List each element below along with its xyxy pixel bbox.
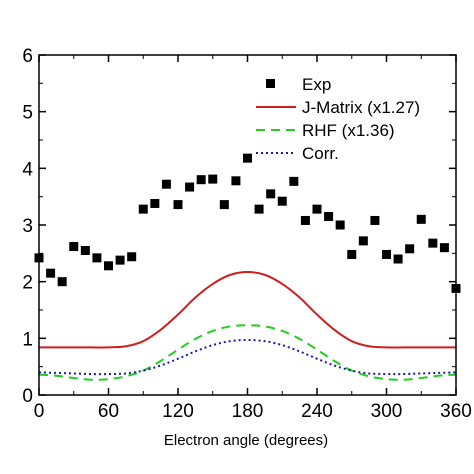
x-tick-label: 0 — [34, 401, 45, 422]
data-point — [300, 215, 310, 225]
x-tick-label: 300 — [371, 401, 403, 422]
data-point — [335, 220, 345, 230]
legend-item: RHF (x1.36) — [256, 121, 395, 140]
legend-label: Exp — [302, 75, 331, 94]
series-line — [39, 271, 456, 349]
legend-marker — [266, 79, 275, 88]
legend: Exp J-Matrix (x1.27) RHF (x1.36) Corr. — [256, 75, 420, 163]
series-line — [38, 324, 457, 381]
data-point — [277, 196, 287, 206]
legend-item: J-Matrix (x1.27) — [256, 98, 420, 117]
series-line — [38, 339, 457, 376]
y-tick-label: 6 — [22, 46, 33, 67]
data-point — [312, 204, 322, 214]
data-point — [80, 246, 90, 255]
data-point — [208, 174, 218, 184]
x-tick-label: 60 — [98, 401, 119, 422]
y-tick-label: 2 — [22, 273, 33, 294]
data-point — [69, 242, 79, 252]
series-3 — [38, 339, 457, 376]
data-point — [219, 200, 229, 210]
data-point — [161, 179, 171, 189]
series-0 — [34, 153, 461, 293]
data-point — [92, 253, 102, 263]
y-tick-label: 4 — [22, 159, 33, 180]
data-point — [370, 215, 380, 225]
data-point — [185, 182, 195, 192]
data-point — [266, 189, 276, 199]
y-tick-label: 0 — [22, 386, 33, 407]
data-point — [115, 255, 125, 265]
x-tick-label: 360 — [440, 401, 472, 422]
data-point — [173, 200, 183, 210]
legend-item: Corr. — [256, 144, 339, 163]
legend-label: Corr. — [302, 144, 339, 163]
y-tick-label: 1 — [22, 329, 33, 350]
data-point — [57, 277, 67, 287]
data-point — [231, 176, 241, 186]
data-point — [358, 236, 368, 246]
data-point — [324, 212, 334, 221]
y-tick-label: 5 — [22, 103, 33, 124]
data-point — [254, 204, 264, 214]
x-tick-label: 120 — [162, 401, 194, 422]
data-point — [127, 252, 137, 262]
data-point — [393, 254, 403, 264]
data-point — [347, 249, 357, 259]
series-1 — [39, 271, 456, 349]
data-point — [405, 244, 415, 254]
data-point — [428, 238, 438, 248]
data-point — [289, 176, 299, 186]
x-tick-label: 180 — [232, 401, 264, 422]
series-2 — [38, 324, 457, 381]
data-point — [138, 204, 148, 214]
x-tick-label: 240 — [301, 401, 333, 422]
data-point — [243, 153, 252, 163]
legend-label: J-Matrix (x1.27) — [302, 98, 420, 117]
legend-label: RHF (x1.36) — [302, 121, 395, 140]
series-layer — [34, 153, 461, 381]
axes-layer: 0 60 120 180 240 300 360 0 1 2 3 4 5 6 — [22, 46, 471, 422]
data-point — [382, 249, 391, 259]
x-axis-title: Electron angle (degrees) — [164, 432, 328, 449]
data-point — [46, 268, 56, 278]
y-tick-label: 3 — [22, 216, 33, 237]
data-point — [439, 243, 449, 253]
data-point — [196, 175, 206, 185]
data-point — [416, 214, 426, 224]
legend-item: Exp — [266, 75, 331, 94]
data-point — [104, 261, 113, 271]
data-point — [150, 198, 160, 208]
